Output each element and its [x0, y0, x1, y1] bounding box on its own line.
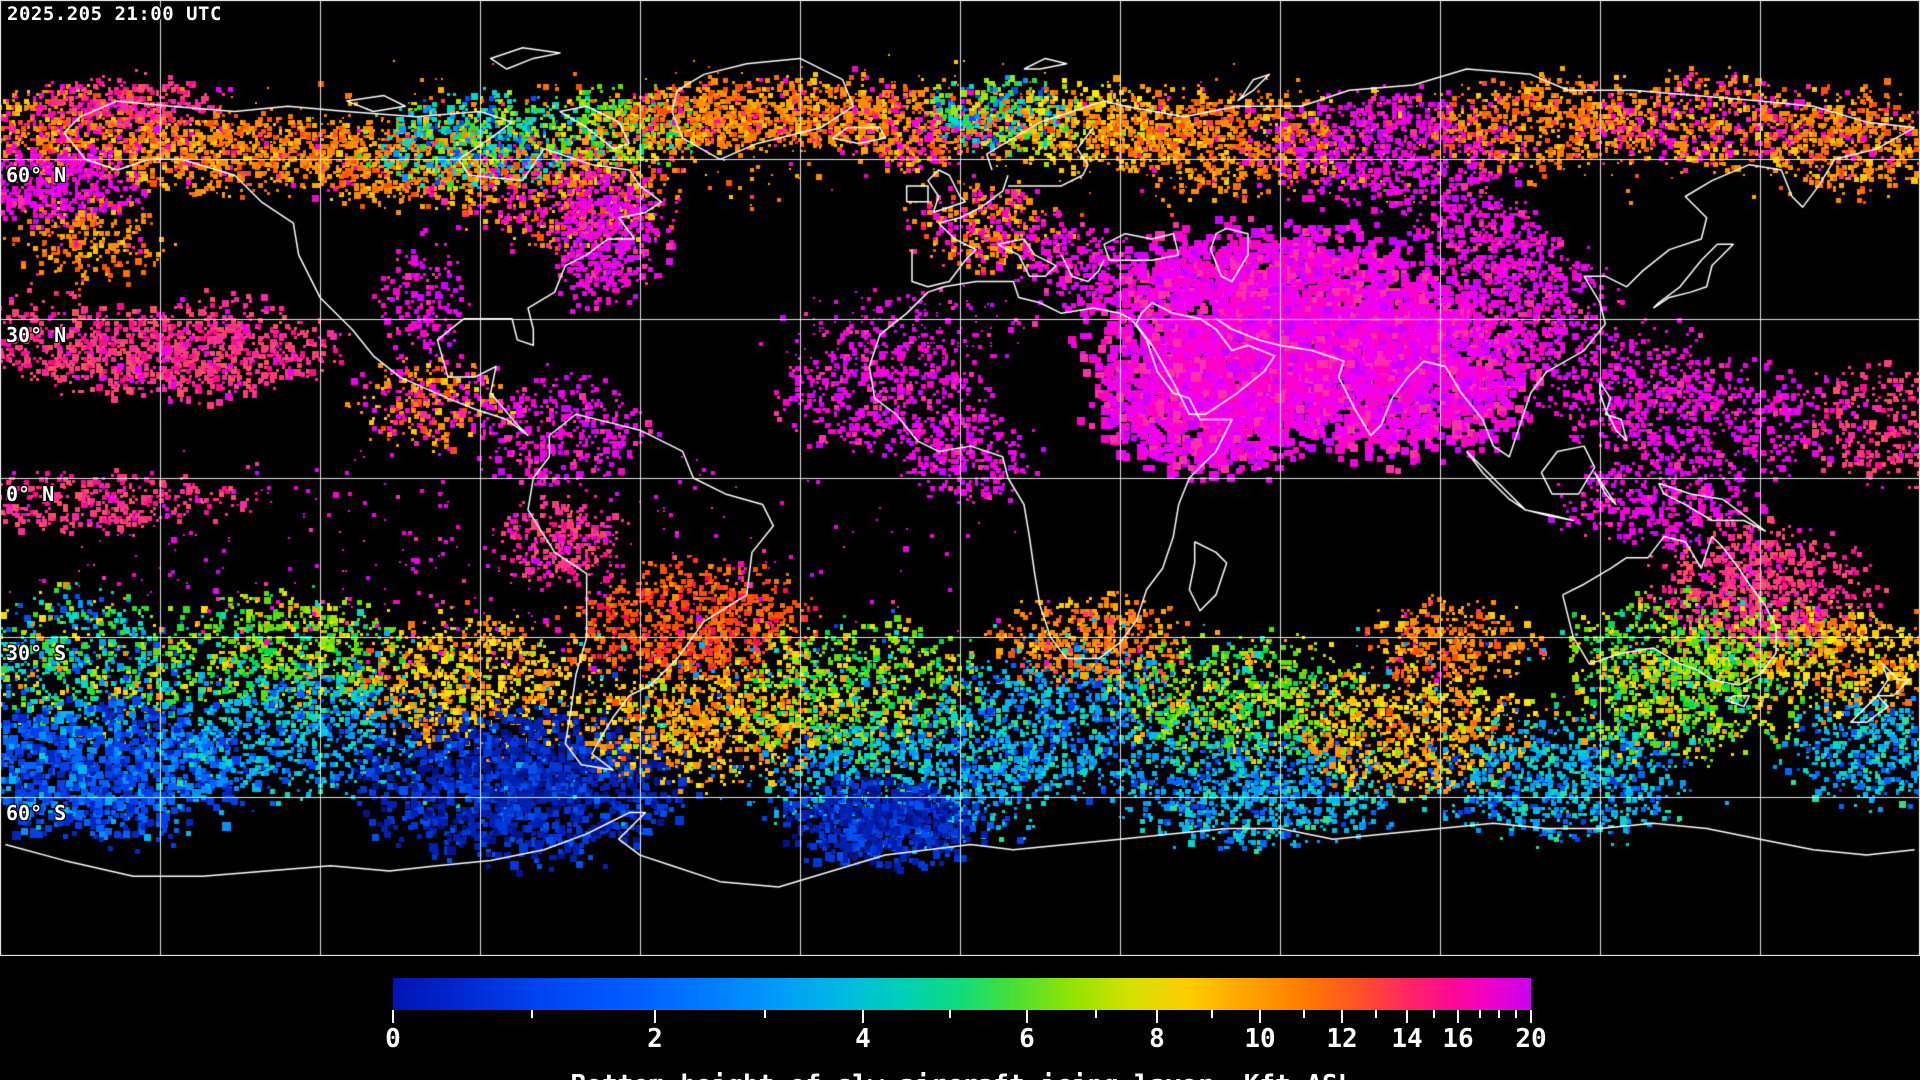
colorbar-tick-label: 16 [1442, 1024, 1474, 1054]
timestamp: 2025.205 21:00 UTC [7, 3, 222, 25]
colorbar-tick [392, 1010, 394, 1023]
latitude-label: 30° S [6, 641, 67, 666]
colorbar-tick-label: 4 [855, 1024, 871, 1054]
latitude-label: 0° N [6, 482, 55, 506]
colorbar-tick [1406, 1010, 1408, 1023]
colorbar-tick [1026, 1010, 1028, 1023]
colorbar-tick [1375, 1010, 1377, 1018]
colorbar-tick [1457, 1010, 1459, 1023]
colorbar-tick-label: 10 [1244, 1024, 1276, 1054]
colorbar-tick [1095, 1010, 1097, 1018]
colorbar-tick [1433, 1010, 1435, 1018]
colorbar-tick-label: 20 [1515, 1024, 1547, 1054]
colorbar-tick-label: 6 [1019, 1024, 1035, 1054]
colorbar-tick [1498, 1010, 1500, 1018]
colorbar-tick [1530, 1010, 1532, 1023]
world-map-canvas [0, 0, 1920, 956]
colorbar-tick [764, 1010, 766, 1018]
colorbar-tick [1156, 1010, 1158, 1023]
colorbar-gradient [393, 978, 1531, 1010]
colorbar-tick [531, 1010, 533, 1018]
latitude-label: 60° S [6, 800, 67, 825]
colorbar-tick-label: 8 [1149, 1024, 1165, 1054]
latitude-label: 60° N [6, 163, 67, 188]
colorbar-tick [1303, 1010, 1305, 1018]
colorbar-tick-label: 14 [1391, 1024, 1423, 1054]
colorbar-tick [1479, 1010, 1481, 1018]
colorbar-tick-label: 12 [1326, 1024, 1358, 1054]
colorbar-tick [949, 1010, 951, 1018]
colorbar-tick-label: 2 [647, 1024, 663, 1054]
colorbar-tick [654, 1010, 656, 1023]
colorbar-tick [862, 1010, 864, 1023]
colorbar-tick [1515, 1010, 1517, 1018]
latitude-label: 30° N [6, 322, 67, 347]
colorbar-tick [1259, 1010, 1261, 1023]
colorbar-tick-label: 0 [385, 1024, 401, 1054]
colorbar-caption: Bottom height of slw aircraft icing laye… [393, 1070, 1531, 1080]
colorbar-tick [1341, 1010, 1343, 1023]
colorbar-tick [1211, 1010, 1213, 1018]
